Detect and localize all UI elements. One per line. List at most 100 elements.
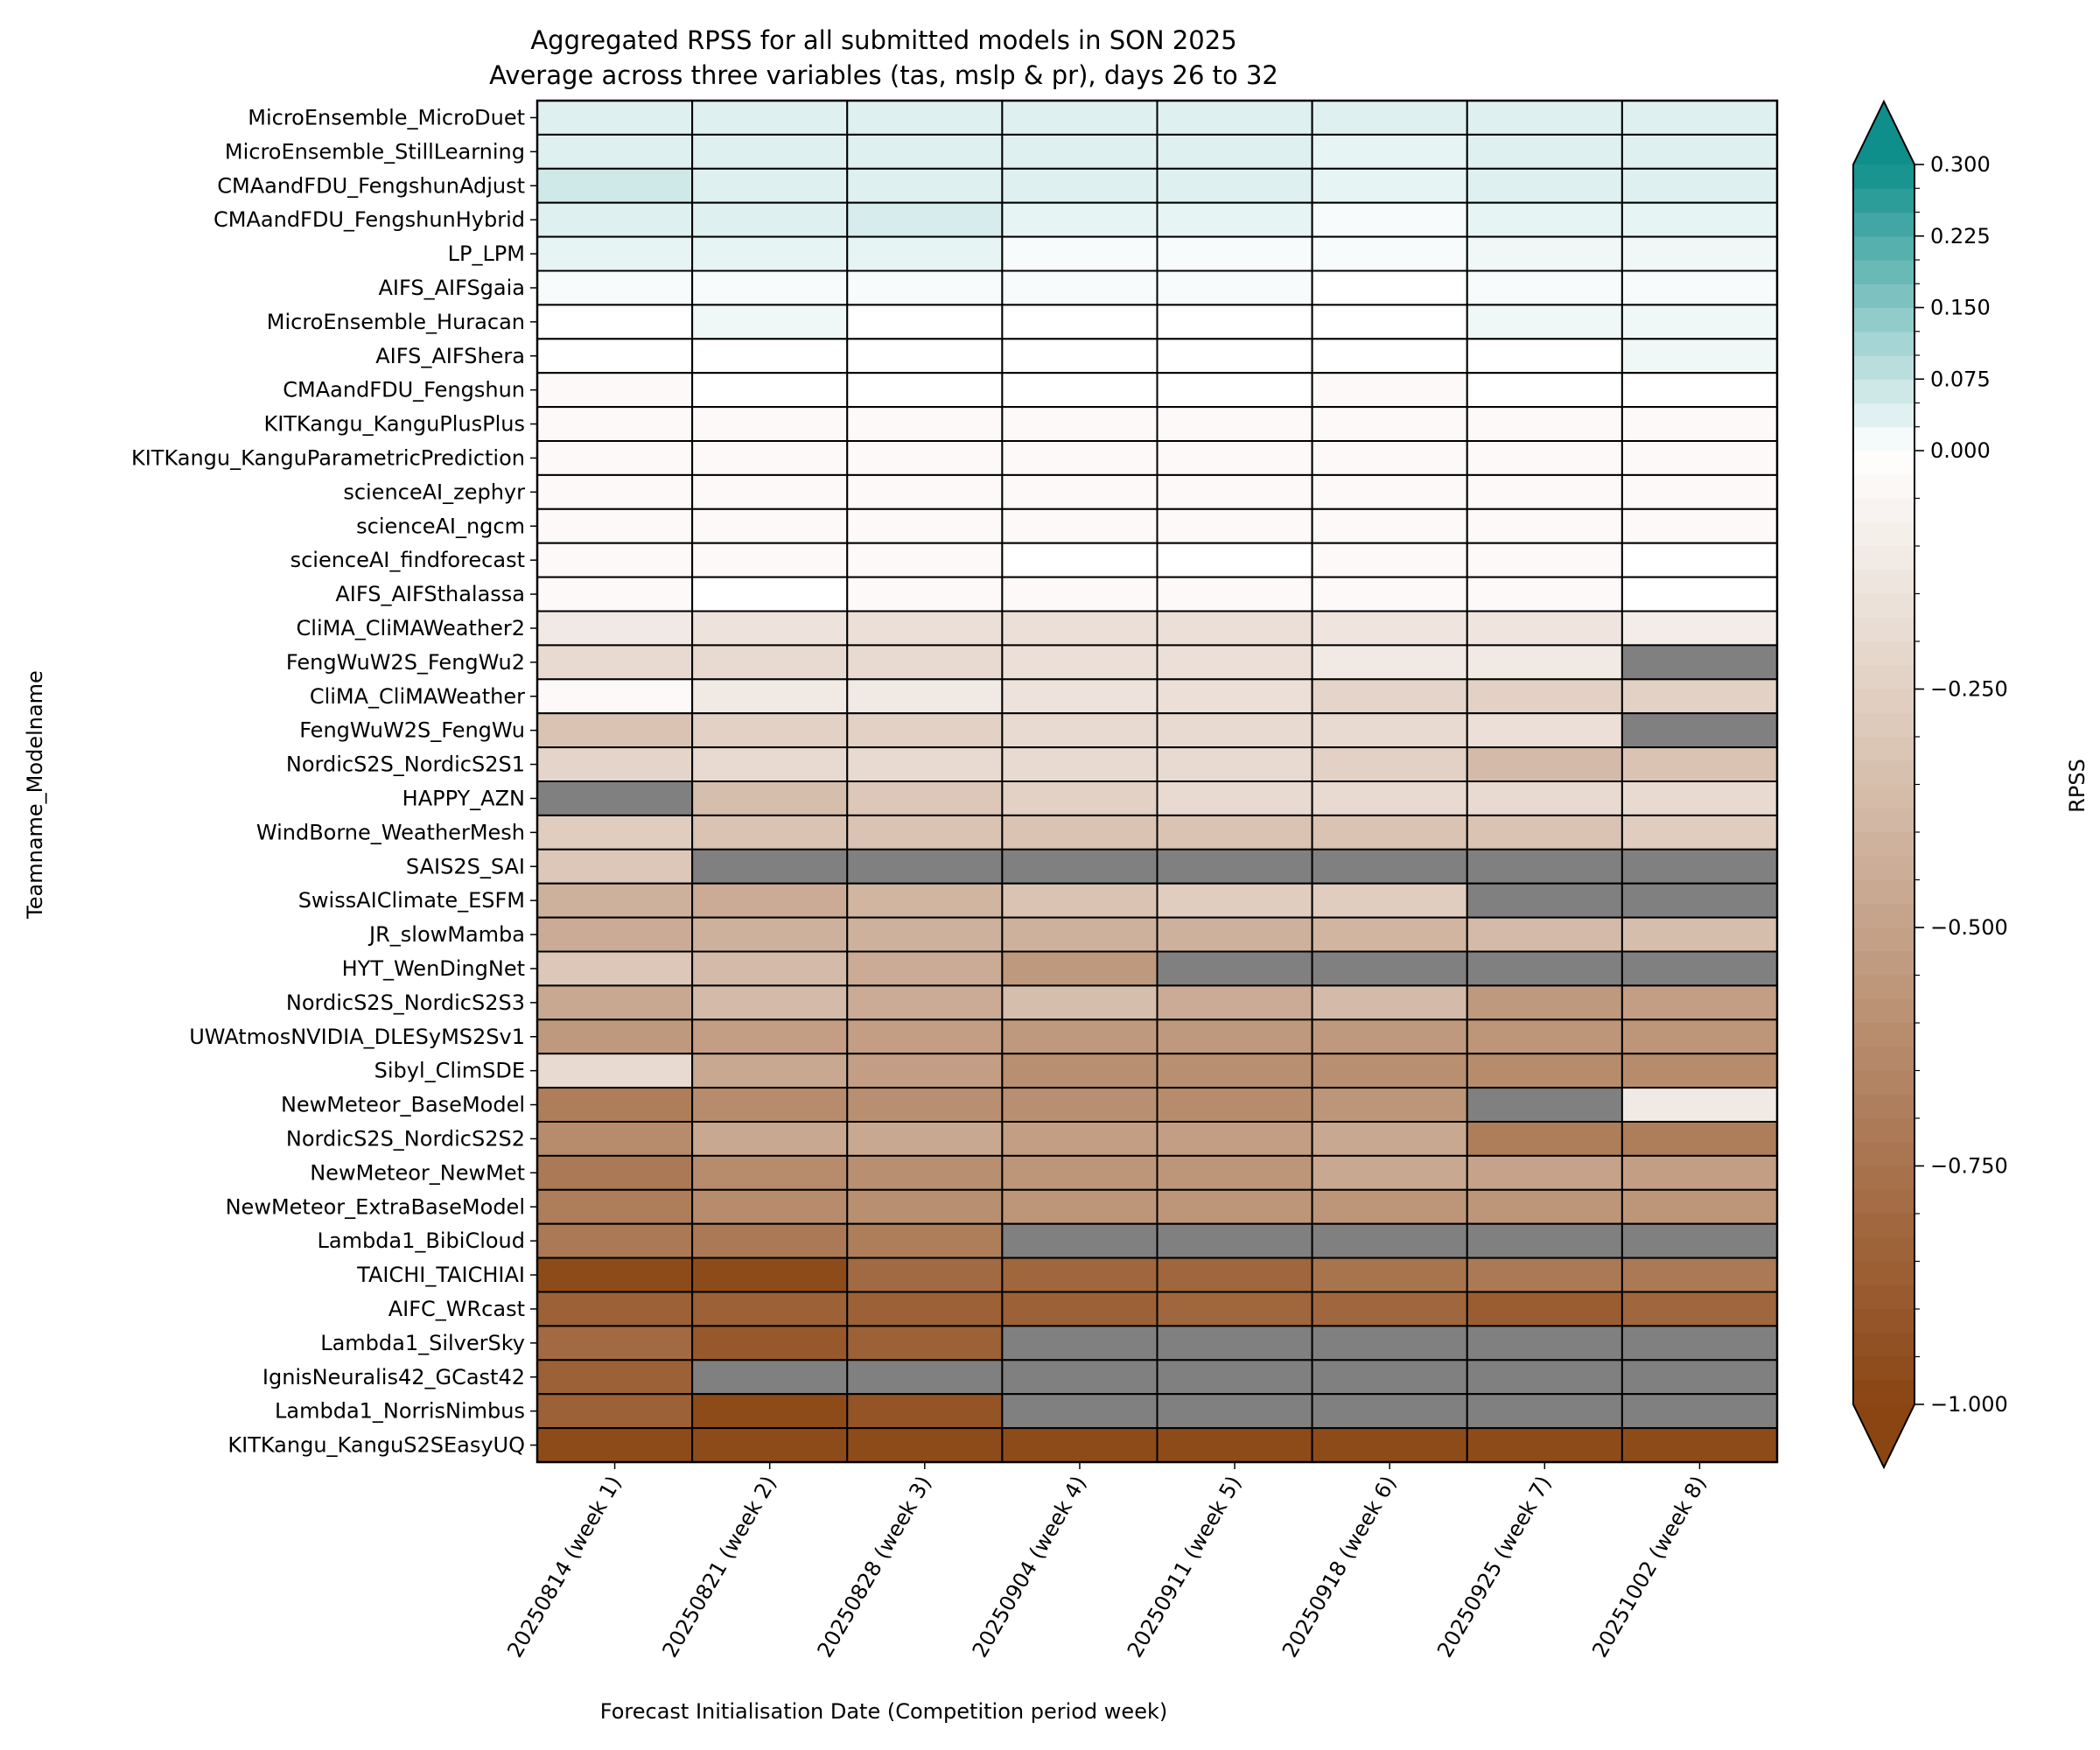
heatmap-cell [1466,814,1623,850]
heatmap-cell [536,848,694,885]
heatmap-cell [1311,1087,1468,1123]
colorbar-band [1853,1380,1914,1405]
heatmap-cell [1156,1291,1313,1327]
heatmap-cell [1620,1018,1778,1055]
row-label: KITKangu_KanguPlusPlus [263,412,525,437]
heatmap-cell [1466,1291,1623,1327]
heatmap-cell [846,1018,1004,1055]
heatmap-cell [1156,1188,1313,1225]
heatmap-cell [1311,712,1468,749]
heatmap-cell [691,100,849,136]
heatmap-cell [846,916,1004,953]
heatmap-cell [1311,270,1468,306]
heatmap-cell [536,270,694,306]
colorbar-band [1853,355,1914,380]
heatmap-cell [1156,712,1313,749]
heatmap-cell [1001,304,1158,340]
colorbar-band [1853,402,1914,428]
heatmap-cell [691,1256,849,1293]
colorbar-band [1853,331,1914,356]
heatmap-cell [1620,1087,1778,1123]
heatmap-cell [536,814,694,850]
heatmap-cell [691,1121,849,1157]
heatmap-cell [1001,746,1158,782]
column-label: 20250904 (week 4) [968,1472,1091,1662]
colorbar-band [1853,856,1914,881]
row-label: NordicS2S_NordicS2S3 [286,990,525,1015]
heatmap-cell [536,1291,694,1327]
heatmap-cell [1156,270,1313,306]
heatmap-cell [1620,542,1778,578]
colorbar-band [1853,1023,1914,1047]
colorbar-band [1853,879,1914,905]
heatmap-cell [1311,780,1468,816]
heatmap-cell [1620,678,1778,715]
colorbar-band [1853,546,1914,570]
heatmap-cell [1466,201,1623,238]
row-label: FengWuW2S_FengWu [299,718,525,743]
row-label: MicroEnsemble_StillLearning [225,139,525,164]
heatmap-cell [1620,712,1778,749]
heatmap-cell [1001,473,1158,510]
heatmap-cell [1001,1087,1158,1123]
colorbar-tick-label: −1.000 [1930,1392,2008,1417]
heatmap-cell [1620,780,1778,816]
colorbar-band [1853,426,1914,452]
heatmap-cell [846,1188,1004,1225]
heatmap-cell [1156,338,1313,374]
colorbar-band [1853,951,1914,976]
heatmap-cell [846,882,1004,919]
colorbar-band [1853,928,1914,952]
colorbar: 0.300 0.225 0.150 0.075 0.000 −0.250 −0.500 −0.… [1852,99,2008,1470]
heatmap-cell [1001,916,1158,953]
row-label: NordicS2S_NordicS2S2 [286,1126,525,1151]
heatmap-cell [536,644,694,681]
heatmap-cell [1156,882,1313,919]
colorbar-band [1853,737,1914,761]
heatmap-cell [691,440,849,476]
heatmap-cell [536,780,694,816]
heatmap-cell [1156,1359,1313,1396]
colorbar-band [1853,474,1914,500]
heatmap-cell [1466,542,1623,578]
colorbar-band [1853,1094,1914,1119]
heatmap-cell [846,235,1004,272]
heatmap-cell [846,1291,1004,1327]
colorbar-band [1853,1261,1914,1286]
heatmap-cell [1001,1154,1158,1191]
heatmap-cell [1466,338,1623,374]
heatmap-cell [1156,508,1313,544]
heatmap-cell [1311,1188,1468,1225]
heatmap-cell [1311,644,1468,681]
column-label: 20250814 (week 1) [502,1472,626,1662]
heatmap-cell [1001,984,1158,1021]
heatmap-cell [846,1359,1004,1396]
heatmap-cell [1311,1018,1468,1055]
heatmap-cell [691,235,849,272]
heatmap-cell [1620,167,1778,204]
heatmap-cell [1620,1154,1778,1191]
heatmap-cell [1156,814,1313,850]
heatmap-cell [1156,1018,1313,1055]
heatmap-cell [846,780,1004,816]
column-label: 20250918 (week 6) [1278,1472,1401,1662]
heatmap-cell [1001,882,1158,919]
heatmap-cell [1001,1325,1158,1362]
colorbar-tick-label: −0.750 [1930,1154,2008,1179]
heatmap-cell [1466,270,1623,306]
heatmap-cell [1620,1291,1778,1327]
heatmap-cell [691,133,849,170]
heatmap-cell [691,712,849,749]
heatmap-cell [1311,1154,1468,1191]
heatmap-cell [1156,542,1313,578]
heatmap-cell [1620,644,1778,681]
heatmap-cell [1620,1256,1778,1293]
heatmap-cell [691,1359,849,1396]
heatmap-cell [691,576,849,612]
heatmap-cell [536,1188,694,1225]
heatmap-cell [1156,1087,1313,1123]
colorbar-band [1853,712,1914,738]
heatmap-cell [1001,1256,1158,1293]
row-label: KITKangu_KanguS2SEasyUQ [228,1433,525,1458]
row-label: UWAtmosNVIDIA_DLESyMS2Sv1 [189,1025,525,1049]
